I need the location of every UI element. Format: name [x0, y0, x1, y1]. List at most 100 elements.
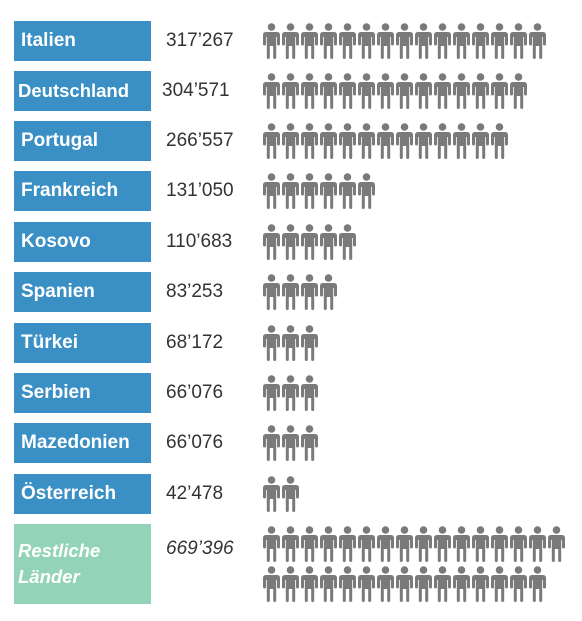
person-icon [510, 73, 527, 109]
person-icon [282, 173, 299, 209]
person-icon [377, 566, 394, 602]
person-icon [301, 123, 318, 159]
person-icon [282, 425, 299, 461]
person-icon [301, 325, 318, 361]
person-icon [263, 526, 280, 562]
person-icon [263, 476, 280, 512]
person-icon [510, 23, 527, 59]
person-icon [282, 325, 299, 361]
person-icon [358, 23, 375, 59]
person-icon [377, 73, 394, 109]
chart-row: Serbien 66’076 [0, 373, 582, 413]
person-icon [358, 173, 375, 209]
person-icon [415, 526, 432, 562]
person-icon [282, 526, 299, 562]
person-icon [263, 325, 280, 361]
person-icon [320, 274, 337, 310]
person-icon [472, 566, 489, 602]
chart-row: Kosovo 110’683 [0, 222, 582, 262]
person-icon [472, 73, 489, 109]
person-icon [396, 23, 413, 59]
person-icon [263, 173, 280, 209]
person-icon [263, 73, 280, 109]
person-icon [263, 23, 280, 59]
person-icon [377, 23, 394, 59]
person-icon [282, 566, 299, 602]
person-icon [434, 526, 451, 562]
person-icon [301, 23, 318, 59]
category-label: Restliche Länder [14, 524, 151, 604]
person-icon [396, 123, 413, 159]
person-icon [548, 526, 565, 562]
category-label: Mazedonien [14, 423, 151, 463]
person-icon [320, 566, 337, 602]
person-icon [320, 73, 337, 109]
person-icon [453, 23, 470, 59]
person-icon [301, 274, 318, 310]
person-icon [339, 224, 356, 260]
person-icon [301, 526, 318, 562]
person-icon [263, 224, 280, 260]
person-icon [339, 566, 356, 602]
person-icon [453, 526, 470, 562]
person-icon [529, 566, 546, 602]
person-icon [510, 566, 527, 602]
value-label: 131’050 [166, 180, 234, 201]
person-icon [472, 526, 489, 562]
person-icon [301, 566, 318, 602]
category-label: Kosovo [14, 222, 151, 262]
person-icon [358, 526, 375, 562]
person-icon [434, 123, 451, 159]
value-label: 304’571 [162, 80, 230, 101]
person-icon [453, 123, 470, 159]
person-icon [263, 123, 280, 159]
chart-row: Österreich 42’478 [0, 474, 582, 514]
person-icon [529, 23, 546, 59]
category-label: Frankreich [14, 171, 151, 211]
person-icon [263, 375, 280, 411]
chart-row: Deutschland 304’571 [0, 71, 582, 111]
person-icon [282, 224, 299, 260]
person-icon [339, 123, 356, 159]
person-icon [396, 526, 413, 562]
person-icon [453, 566, 470, 602]
person-icon [301, 425, 318, 461]
person-icon [415, 73, 432, 109]
person-icon [320, 23, 337, 59]
person-icon [358, 73, 375, 109]
value-label: 83’253 [166, 281, 224, 302]
person-icon [472, 123, 489, 159]
person-icon [282, 476, 299, 512]
person-icon [263, 425, 280, 461]
person-icon [434, 566, 451, 602]
person-icon [282, 375, 299, 411]
value-label: 110’683 [166, 231, 233, 252]
person-icon [263, 274, 280, 310]
value-label: 66’076 [166, 432, 224, 453]
chart-row: Mazedonien 66’076 [0, 423, 582, 463]
person-icon [301, 173, 318, 209]
person-icon [282, 123, 299, 159]
person-icon [301, 73, 318, 109]
chart-row: Portugal 266’557 [0, 121, 582, 161]
value-label: 317’267 [166, 30, 234, 51]
person-icon [320, 123, 337, 159]
person-icon [491, 526, 508, 562]
chart-row: Italien 317’267 [0, 21, 582, 61]
person-icon [377, 526, 394, 562]
person-icon [434, 23, 451, 59]
person-icon [396, 73, 413, 109]
category-label: Türkei [14, 323, 151, 363]
person-icon [320, 224, 337, 260]
value-label: 42’478 [166, 483, 224, 504]
person-icon [396, 566, 413, 602]
person-icon [339, 73, 356, 109]
person-icon [415, 566, 432, 602]
person-icon [320, 173, 337, 209]
person-icon [529, 526, 546, 562]
person-icon [301, 224, 318, 260]
person-icon [377, 123, 394, 159]
person-icon [415, 23, 432, 59]
person-icon [358, 123, 375, 159]
